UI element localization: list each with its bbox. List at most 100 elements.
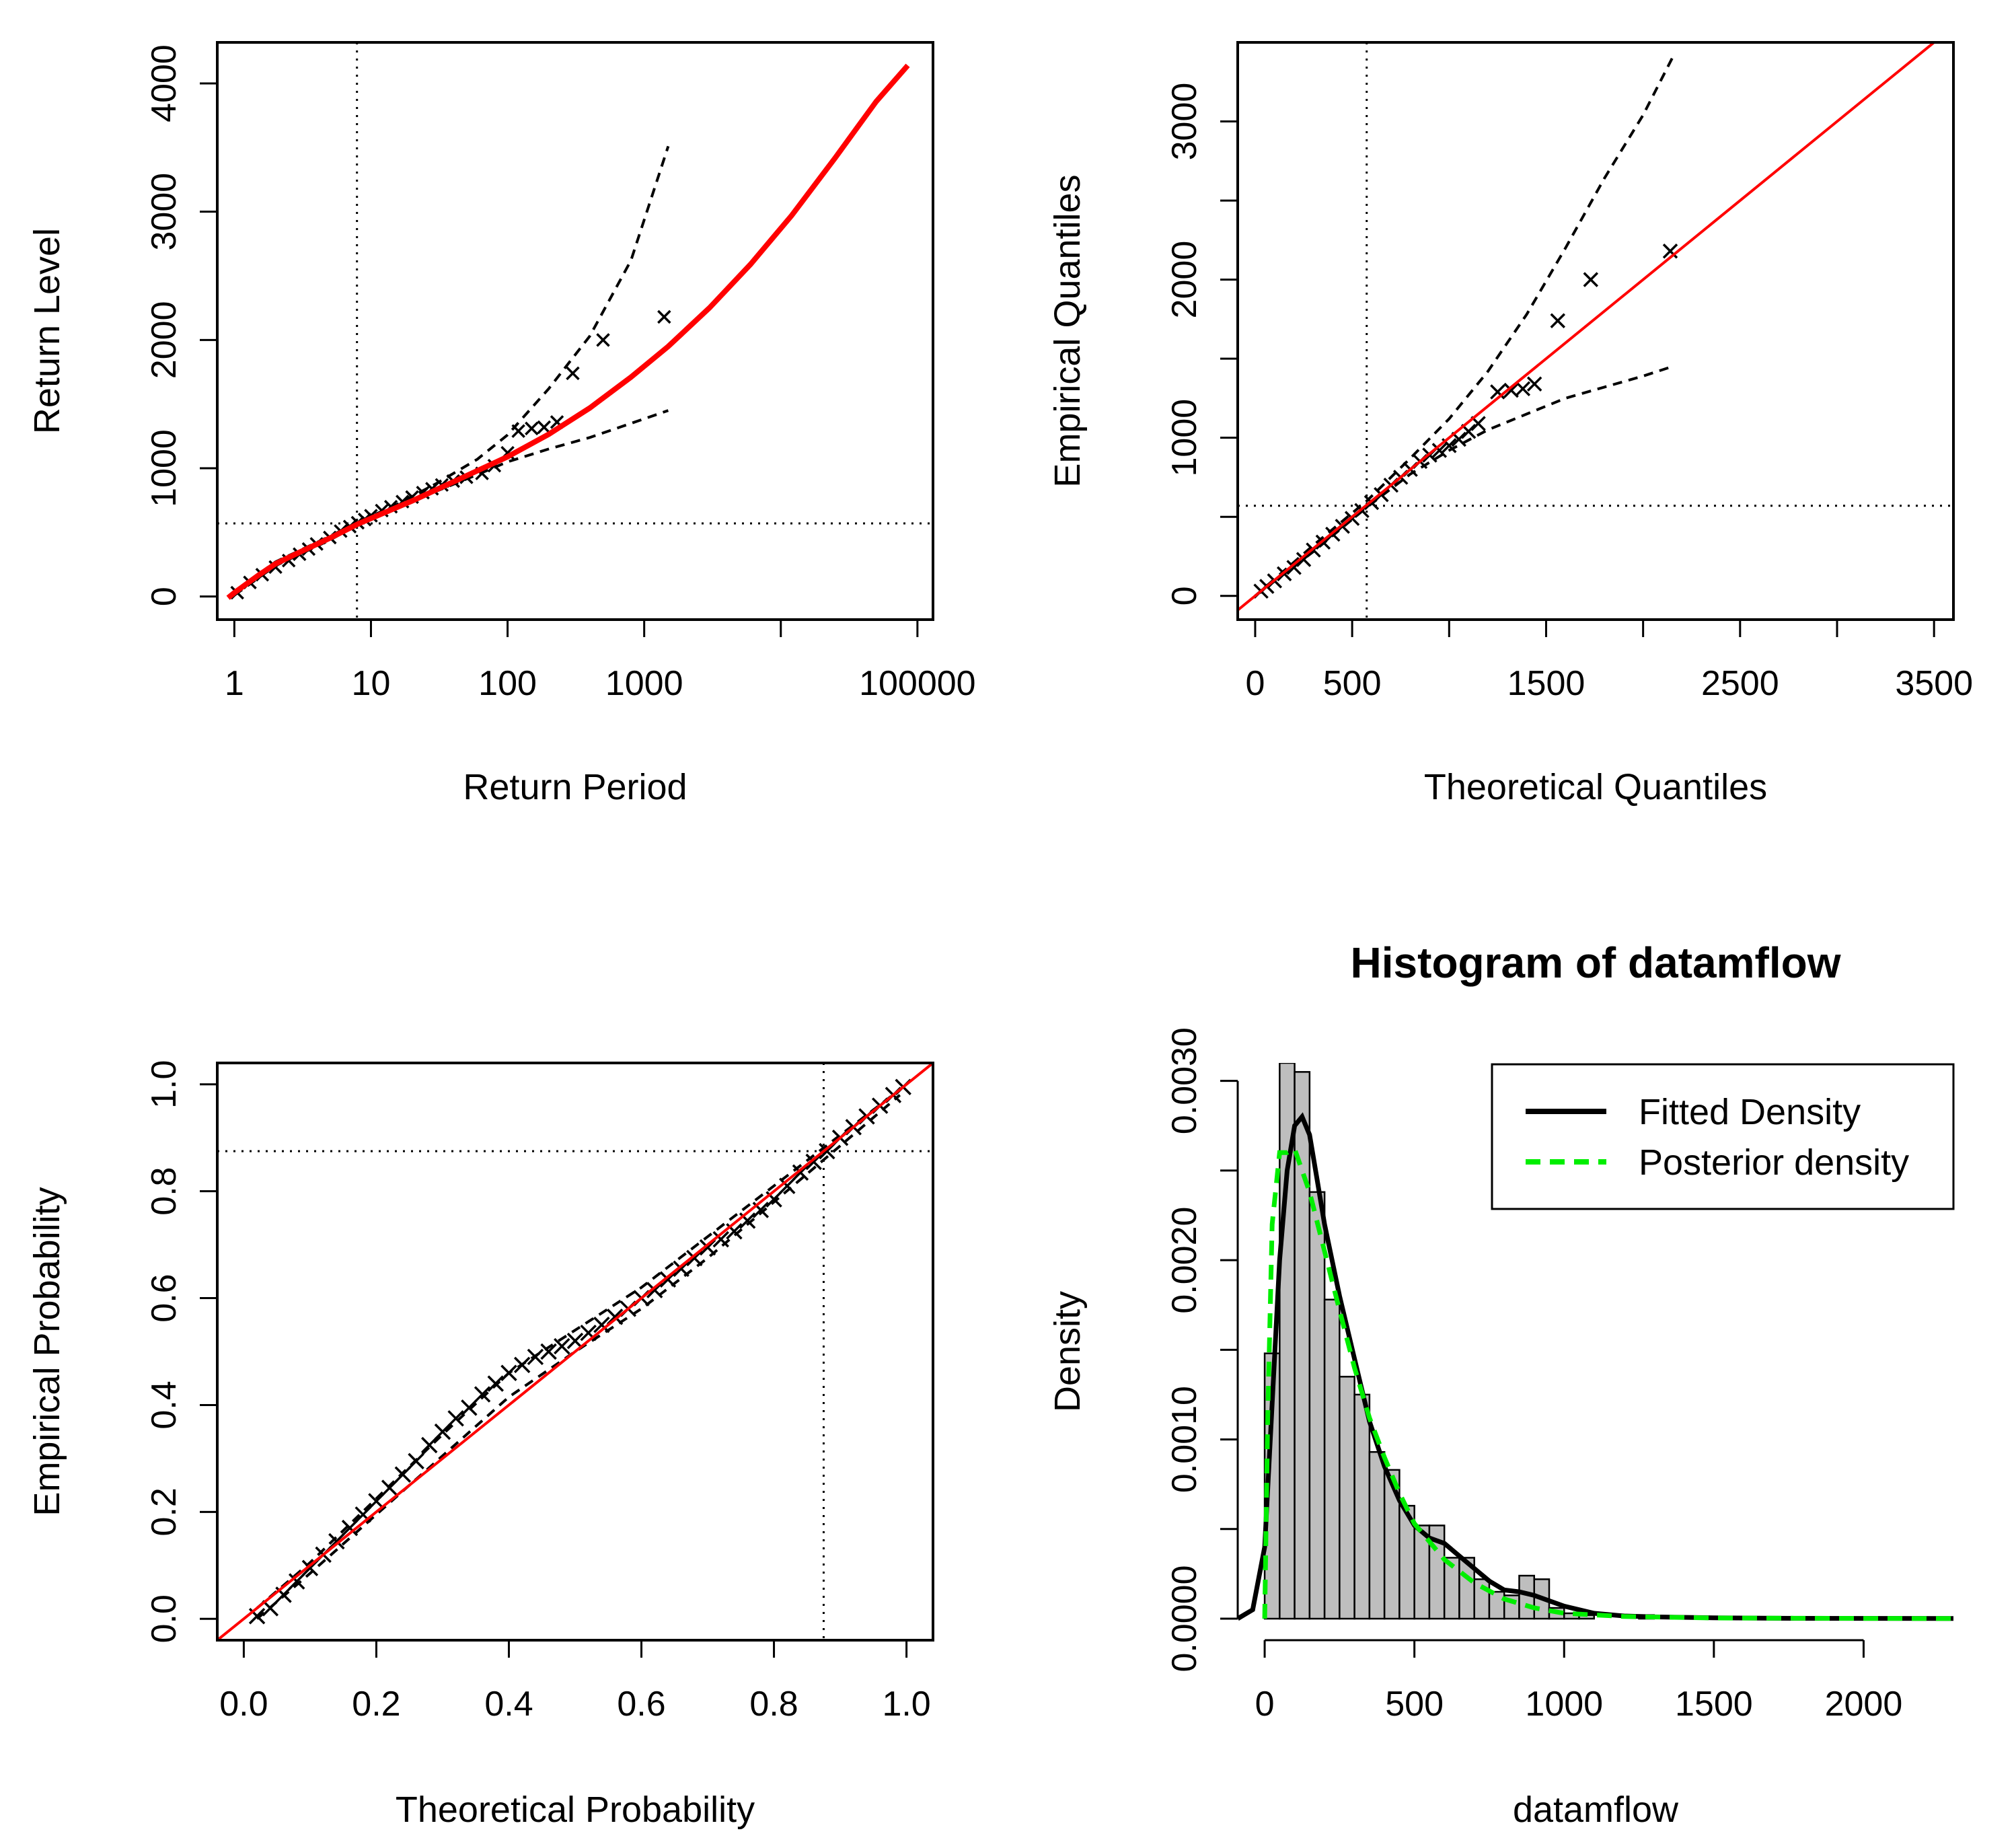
reference-line bbox=[1238, 42, 1937, 612]
data-point bbox=[566, 366, 580, 381]
x-tick-label: 0 bbox=[1245, 664, 1265, 703]
y-tick-label: 1000 bbox=[145, 429, 184, 507]
y-tick-label: 3000 bbox=[145, 173, 184, 251]
y-tick-label: 1.0 bbox=[145, 1060, 184, 1109]
x-tick-label: 2000 bbox=[1825, 1685, 1903, 1724]
x-tick-label: 3500 bbox=[1895, 664, 1973, 703]
data-point bbox=[421, 1436, 438, 1454]
quantile-quantile-plot: 0 500 1500 2500 3500 0 1000 2000 3000 Theoretic… bbox=[1047, 41, 1973, 807]
data-point bbox=[434, 1423, 451, 1440]
x-tick-label: 0.8 bbox=[749, 1685, 798, 1724]
y-tick-label: 2000 bbox=[145, 301, 184, 379]
histogram-plot: Histogram of datamflow 0 500 1000 1500 2000 … bbox=[1047, 939, 1955, 1830]
data-point bbox=[1286, 560, 1302, 575]
y-tick-label: 0.2 bbox=[145, 1487, 184, 1536]
x-tick-label: 0.0 bbox=[219, 1685, 268, 1724]
data-point bbox=[712, 1230, 729, 1248]
fitted-return-level-curve bbox=[226, 63, 910, 600]
y-tick-label: 3000 bbox=[1165, 83, 1204, 161]
legend-label-fitted-density: Fitted Density bbox=[1639, 1092, 1861, 1132]
data-point bbox=[447, 1410, 464, 1427]
data-point bbox=[1490, 384, 1505, 400]
legend-label-posterior-density: Posterior density bbox=[1639, 1142, 1909, 1183]
data-point bbox=[487, 1375, 505, 1392]
data-point bbox=[1526, 376, 1542, 392]
y-tick-label: 0 bbox=[1165, 586, 1204, 605]
data-point bbox=[527, 1348, 544, 1366]
data-point bbox=[593, 1317, 610, 1333]
x-tick-label: 100000 bbox=[859, 664, 976, 703]
data-point bbox=[596, 333, 610, 347]
data-point bbox=[1583, 272, 1599, 287]
data-point bbox=[537, 420, 552, 435]
x-tick-label: 1000 bbox=[605, 664, 683, 703]
data-point bbox=[540, 1343, 557, 1360]
data-point bbox=[461, 1399, 478, 1416]
x-tick-label: 1.0 bbox=[882, 1685, 930, 1724]
x-tick-label: 1500 bbox=[1675, 1685, 1753, 1724]
histogram-bar bbox=[1308, 1191, 1326, 1620]
probability-probability-plot: 0.0 0.2 0.4 0.6 0.8 1.0 0.0 0.2 0.4 0.6 0.8 1.0 Th… bbox=[27, 1060, 934, 1830]
y-tick-label: 2000 bbox=[1165, 241, 1204, 319]
x-tick-label: 100 bbox=[478, 664, 537, 703]
data-point bbox=[341, 1519, 359, 1537]
y-tick-label: 4000 bbox=[145, 44, 184, 122]
plot-title: Histogram of datamflow bbox=[1351, 939, 1841, 987]
x-tick-label: 10 bbox=[352, 664, 391, 703]
y-axis-label: Density bbox=[1047, 1291, 1088, 1412]
data-point bbox=[394, 1466, 412, 1483]
data-point bbox=[1662, 244, 1678, 259]
y-tick-label: 0.0000 bbox=[1165, 1566, 1204, 1672]
data-point bbox=[554, 1337, 570, 1355]
x-tick-label: 0 bbox=[1255, 1685, 1275, 1724]
reference-line bbox=[217, 1063, 933, 1640]
lower-confidence-line bbox=[1254, 365, 1673, 597]
posterior-density-line bbox=[1262, 1146, 1953, 1621]
plot-frame bbox=[1236, 41, 1955, 621]
x-tick-label: 500 bbox=[1385, 1685, 1444, 1724]
x-tick-label: 0.2 bbox=[352, 1685, 400, 1724]
data-point bbox=[1515, 381, 1531, 397]
x-axis-label: datamflow bbox=[1513, 1790, 1679, 1830]
histogram-bar bbox=[1488, 1590, 1505, 1620]
y-tick-label: 0.0030 bbox=[1165, 1027, 1204, 1134]
histogram-bar bbox=[1323, 1298, 1341, 1620]
y-tick-label: 0.6 bbox=[145, 1274, 184, 1322]
x-tick-label: 1500 bbox=[1507, 664, 1585, 703]
lower-confidence-line bbox=[256, 1094, 901, 1620]
data-point bbox=[513, 1356, 531, 1374]
y-tick-label: 1000 bbox=[1165, 399, 1204, 477]
x-tick-label: 1 bbox=[225, 664, 244, 703]
y-tick-label: 0.0010 bbox=[1165, 1386, 1204, 1493]
upper-confidence-line bbox=[233, 145, 670, 593]
histogram-bar bbox=[1368, 1450, 1386, 1620]
legend-box bbox=[1491, 1063, 1955, 1210]
data-point bbox=[566, 1332, 584, 1350]
return-level-plot: 1 10 100 1000 100000 0 1000 2000 3000 4000 Retur… bbox=[27, 41, 976, 807]
x-tick-label: 2500 bbox=[1701, 664, 1779, 703]
data-point bbox=[779, 1177, 796, 1194]
y-axis-label: Empirical Quantiles bbox=[1047, 174, 1088, 487]
x-tick-label: 1000 bbox=[1525, 1685, 1603, 1724]
data-point bbox=[525, 421, 539, 436]
data-point bbox=[408, 1452, 424, 1470]
x-axis-label: Theoretical Probability bbox=[396, 1790, 755, 1830]
y-tick-label: 0.0020 bbox=[1165, 1207, 1204, 1314]
data-point bbox=[1431, 443, 1448, 458]
y-tick-label: 0.0 bbox=[145, 1594, 184, 1643]
y-axis-label: Empirical Probability bbox=[27, 1187, 67, 1516]
y-tick-label: 0.8 bbox=[145, 1167, 184, 1216]
y-tick-label: 0.4 bbox=[145, 1381, 184, 1429]
x-tick-label: 500 bbox=[1323, 664, 1382, 703]
histogram-bar bbox=[1353, 1393, 1371, 1620]
x-axis-label: Return Period bbox=[463, 767, 687, 807]
data-point bbox=[511, 424, 525, 438]
data-point bbox=[368, 1493, 385, 1510]
x-tick-label: 0.4 bbox=[484, 1685, 533, 1724]
data-point bbox=[1550, 313, 1566, 328]
x-tick-label: 0.6 bbox=[617, 1685, 665, 1724]
data-point bbox=[500, 1364, 517, 1382]
lower-confidence-line bbox=[233, 409, 669, 597]
data-point bbox=[381, 1479, 398, 1496]
data-point bbox=[474, 1386, 491, 1403]
